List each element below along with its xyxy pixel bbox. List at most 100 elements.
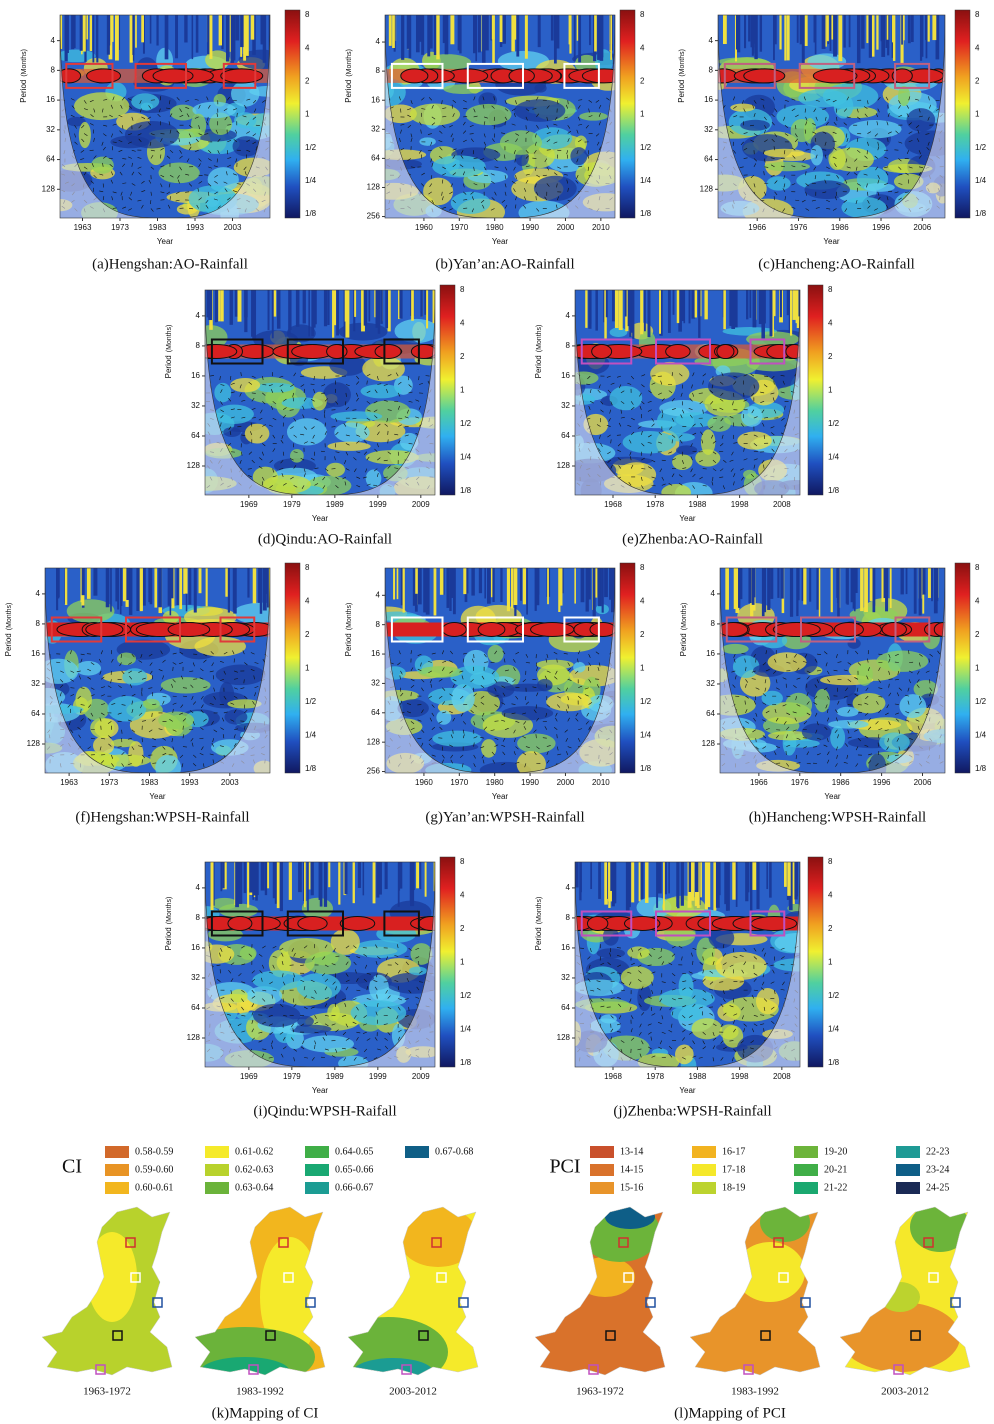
y-axis-unit: (Months) [166,897,173,925]
blob [570,147,587,165]
y-axis-name: Period [344,80,353,103]
x-axis-label: Year [679,514,696,523]
streak [277,290,281,329]
wavelet-map [181,290,452,500]
streak [588,568,591,599]
y-tick-label: 64 [561,1003,570,1012]
blob [158,711,194,729]
streak [745,862,748,901]
y-tick-label: 32 [561,401,570,410]
streak [677,862,679,908]
streak [833,15,837,57]
ridge-blob [717,345,734,359]
blob [661,484,691,501]
streak [375,290,378,328]
blob [546,692,592,711]
blob [305,952,351,975]
streak [183,568,185,594]
y-axis-unit: (Months) [21,49,28,77]
y-tick-label: 8 [196,341,201,350]
colorbar-label: 8 [828,285,833,294]
streak [410,862,414,906]
ridge-blob [582,69,626,83]
blob [432,731,481,747]
streak [919,568,922,615]
colorbar-label: 4 [828,319,833,328]
x-tick-label: 1990 [521,778,539,787]
x-tick-label: 1999 [369,500,387,509]
streak [194,568,197,613]
x-tick-label: 1989 [326,1072,344,1081]
streak [165,15,169,59]
streak [723,15,727,44]
y-axis-unit: (Months) [346,603,353,631]
streak [648,290,651,337]
y-tick-label: 16 [704,95,713,104]
streak [171,568,174,598]
ridge-blob [375,345,401,359]
streak [258,568,261,603]
colorbar-label: 1/4 [305,176,317,185]
streak [539,15,541,42]
streak [247,568,249,598]
streak [440,568,444,595]
streak [748,568,751,603]
colorbar-label: 1 [460,958,465,967]
x-tick-label: 1970 [450,223,468,232]
x-tick-label: 1983 [149,223,167,232]
colorbar-label: 4 [305,597,310,606]
wavelet-map [367,15,629,226]
streak [304,862,306,907]
colorbar-label: 8 [640,10,645,19]
streak [484,568,486,598]
streak [245,15,249,56]
y-axis-name: Period [677,80,686,103]
streak [744,15,746,48]
blob [214,383,231,403]
streak [298,862,302,892]
streak [154,568,157,608]
blob [302,898,333,919]
blob [733,655,760,678]
y-tick-label: 128 [702,739,716,748]
y-axis-label: Period(Months) [534,325,543,379]
streak [311,862,314,895]
streak [268,290,270,330]
colorbar-label: 8 [305,563,310,572]
wavelet-map [563,290,813,504]
streak [123,568,126,601]
panel-caption: (i)Qindu:WPSH-Raifall [253,1103,396,1119]
streak [150,15,152,44]
streak [492,15,495,63]
legend-swatch [205,1146,229,1158]
streak [610,15,612,60]
legend-swatch [105,1182,129,1194]
y-tick-label: 8 [711,619,716,628]
colorbar-label: 1/8 [305,764,317,773]
colorbar-label: 4 [640,43,645,52]
ridge-blob [153,69,193,83]
y-tick-label: 4 [36,589,41,598]
streak [588,290,591,329]
y-axis-label: Period(Months) [19,49,28,103]
blob [90,718,114,738]
streak [265,568,268,594]
streak [831,568,833,612]
y-tick-label: 16 [371,649,380,658]
ridge-blob [587,917,607,931]
streak [179,568,181,597]
y-axis-label: Period(Months) [534,897,543,951]
panel-caption: (c)Hancheng:AO-Rainfall [758,256,915,272]
y-tick-label: 64 [706,709,715,718]
streak [759,290,763,324]
streak [418,568,422,604]
colorbar-label: 1/8 [975,209,987,218]
streak [859,15,861,51]
wavelet-map [48,15,290,227]
streak [803,568,806,604]
streak [420,290,422,317]
streak [870,568,873,601]
streak [753,15,755,53]
x-tick-label: 1978 [646,1072,664,1081]
blob [334,422,369,442]
